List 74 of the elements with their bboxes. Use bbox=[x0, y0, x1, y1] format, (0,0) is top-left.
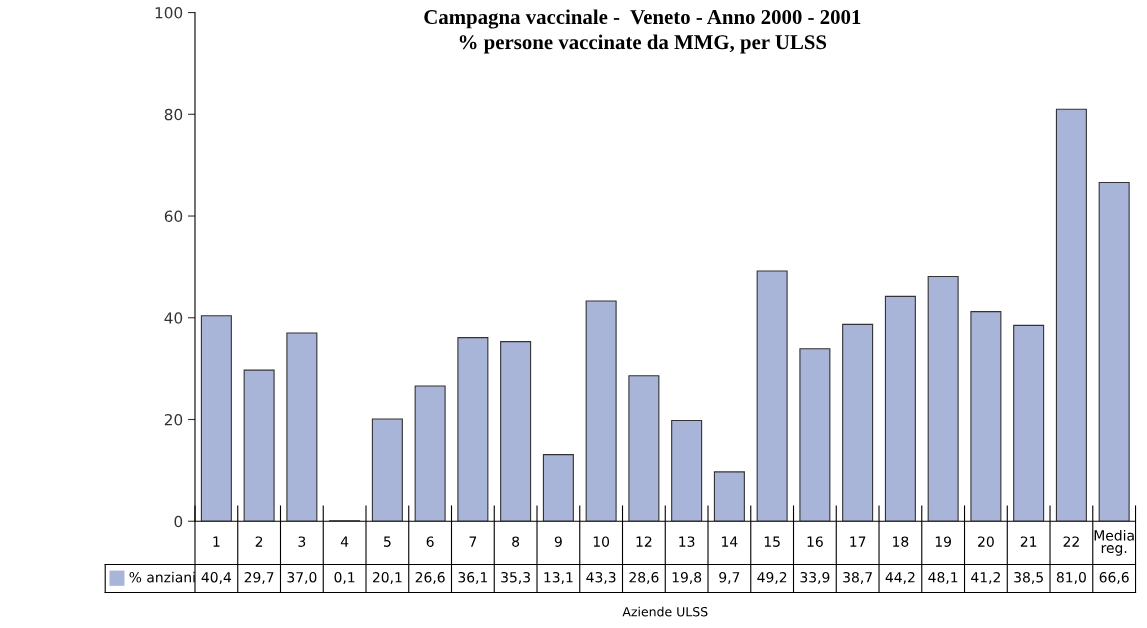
x-tick-label: 21 bbox=[1020, 536, 1037, 547]
data-label: 38,7 bbox=[843, 571, 872, 584]
y-tick-label: 20 bbox=[164, 413, 183, 426]
x-tick-label: 4 bbox=[340, 536, 349, 547]
x-tick-label: 15 bbox=[764, 536, 780, 547]
x-tick-label: 18 bbox=[893, 536, 909, 547]
y-tick-label: 80 bbox=[164, 108, 183, 121]
bar bbox=[1013, 324, 1045, 522]
y-tick-label: 0 bbox=[174, 515, 183, 528]
bar bbox=[671, 419, 703, 522]
bar bbox=[970, 311, 1002, 522]
bar bbox=[1055, 108, 1087, 522]
data-label: 41,2 bbox=[971, 571, 1000, 584]
data-label: 36,1 bbox=[458, 571, 488, 584]
data-label: 38,5 bbox=[1014, 571, 1043, 584]
bar bbox=[842, 323, 874, 522]
data-label: 26,6 bbox=[415, 571, 445, 584]
bar bbox=[542, 454, 574, 522]
y-tick-label: 60 bbox=[164, 210, 183, 223]
data-label: 66,6 bbox=[1099, 571, 1129, 584]
x-tick-label: 19 bbox=[935, 536, 952, 547]
bar bbox=[799, 348, 831, 522]
data-label: 43,3 bbox=[586, 571, 616, 584]
bar bbox=[585, 300, 617, 522]
bar bbox=[1098, 181, 1130, 522]
x-tick-label: 16 bbox=[807, 536, 823, 547]
x-tick-label: 7 bbox=[469, 536, 477, 547]
data-label: 33,9 bbox=[800, 571, 830, 584]
data-label: 29,7 bbox=[244, 571, 274, 584]
bar bbox=[884, 295, 916, 522]
x-tick-label: 22 bbox=[1063, 536, 1079, 547]
x-tick-label: 10 bbox=[593, 536, 610, 547]
x-tick-label: 20 bbox=[978, 536, 994, 547]
x-axis-title: Aziende ULSS bbox=[622, 606, 708, 617]
x-tick-label: Media reg. bbox=[1094, 529, 1134, 556]
bar bbox=[713, 471, 745, 522]
bar bbox=[200, 315, 232, 522]
bar bbox=[500, 341, 532, 522]
bar bbox=[927, 276, 959, 522]
x-tick-label: 17 bbox=[850, 536, 866, 547]
data-label: 9,7 bbox=[719, 571, 740, 584]
x-tick-label: 12 bbox=[636, 536, 652, 547]
data-label: 48,1 bbox=[928, 571, 958, 584]
y-tick-label: 100 bbox=[155, 7, 183, 19]
x-tick-label: 8 bbox=[512, 536, 520, 547]
data-label: 20,1 bbox=[372, 571, 402, 584]
chart-title: Campagna vaccinale - Veneto - Anno 2000 - 2001 bbox=[424, 9, 861, 29]
data-label: 28,6 bbox=[629, 571, 659, 584]
bar bbox=[756, 270, 788, 522]
x-tick-label: 6 bbox=[426, 536, 434, 547]
data-label: 40,4 bbox=[201, 571, 232, 584]
bar bbox=[371, 418, 403, 522]
data-label: 44,2 bbox=[885, 571, 915, 584]
text: % persone vaccinate da MMG, per ULSS bbox=[459, 34, 827, 54]
bar bbox=[286, 332, 318, 522]
data-label: 0,1 bbox=[334, 571, 355, 584]
x-tick-label: 3 bbox=[298, 536, 306, 547]
data-label: 13,1 bbox=[544, 571, 573, 584]
bar bbox=[243, 369, 275, 522]
data-label: 37,0 bbox=[287, 571, 317, 584]
y-tick-label: 40 bbox=[164, 312, 183, 324]
bar bbox=[457, 337, 489, 522]
data-label: 81,0 bbox=[1056, 571, 1086, 584]
x-tick-label: 5 bbox=[384, 536, 391, 547]
bar bbox=[414, 385, 446, 522]
x-tick-label: 14 bbox=[722, 536, 738, 547]
x-tick-label: 13 bbox=[679, 536, 695, 547]
data-label: 35,3 bbox=[501, 571, 530, 584]
bar bbox=[628, 375, 660, 522]
data-label: 49,2 bbox=[757, 571, 787, 584]
x-tick-label: 1 bbox=[213, 536, 220, 547]
data-label: 19,8 bbox=[672, 571, 702, 584]
x-tick-label: 9 bbox=[554, 536, 562, 547]
x-tick-label: 2 bbox=[255, 536, 263, 547]
